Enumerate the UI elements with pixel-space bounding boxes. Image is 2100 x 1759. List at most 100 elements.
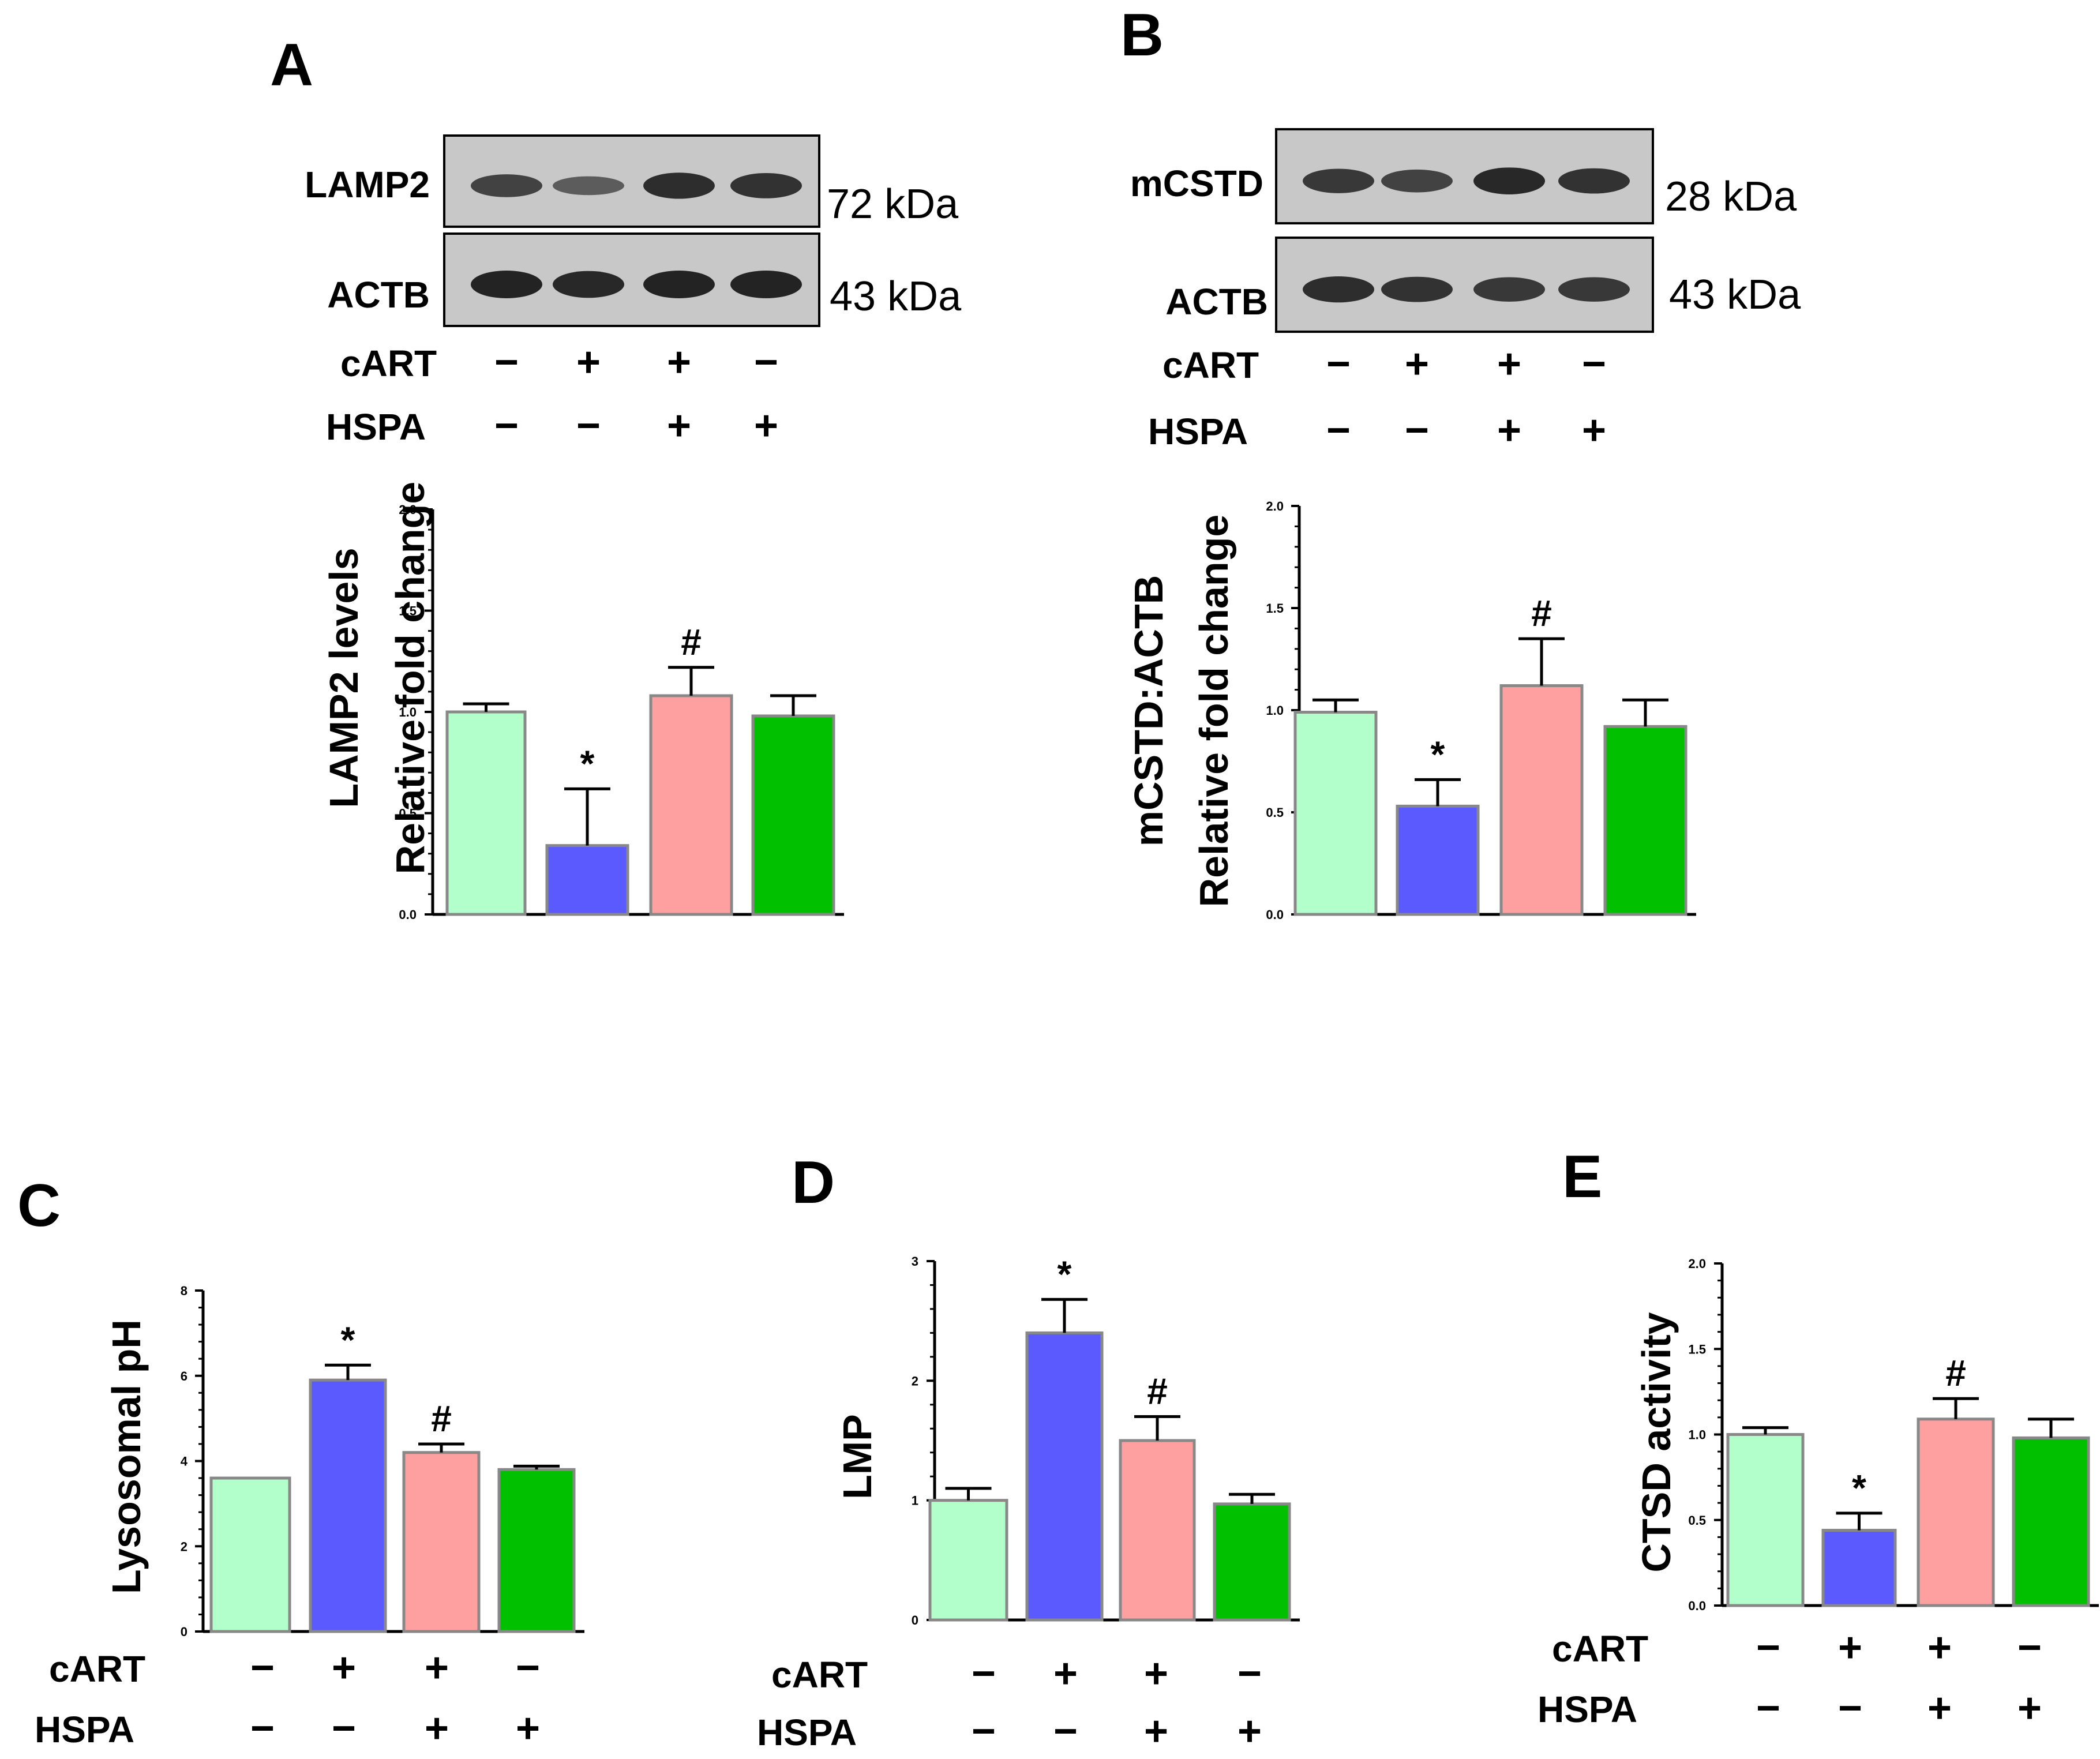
chart-d-ytick-label: 1 — [912, 1494, 918, 1508]
blot-a-hspa-sign-3: + — [667, 403, 691, 449]
chart-d-cart-label: cART — [771, 1654, 868, 1696]
chart-b-ytick-label: 1.0 — [1266, 703, 1284, 718]
chart-e: 0.0 0.5 1.0 1.5 2.0 CTSD activity * # — [1634, 1257, 2099, 1613]
blot-b-cart-sign-2: + — [1405, 341, 1429, 387]
chart-d-significance-2: * — [1058, 1253, 1072, 1295]
chart-d: 0 1 2 3 LMP * # — [835, 1253, 1300, 1627]
blot-a-cart-sign-2: + — [576, 339, 601, 385]
blot-b-top-kda-label: 28 kDa — [1665, 174, 1797, 220]
blot-b-top-band-2 — [1381, 169, 1453, 193]
chart-a-significance-3: # — [681, 621, 702, 663]
chart-c-cart-sign-4: − — [516, 1645, 540, 1691]
chart-b-ytick-label: 0.5 — [1266, 805, 1284, 820]
blot-b-treatment-rows: cART HSPA − − + − + + − + — [1148, 341, 1606, 453]
chart-c-ylabel-line-1: Lysosomal pH — [104, 1319, 149, 1594]
blot-a-top-band-3 — [643, 172, 715, 199]
chart-a-ylabel-line-2: Relative fold change — [388, 482, 433, 875]
chart-d-ylabel-line-1: LMP — [835, 1414, 880, 1499]
blot-b-top-protein-label: mCSTD — [1130, 163, 1263, 204]
chart-e-cart-sign-1: − — [1756, 1625, 1780, 1671]
chart-c-ytick-label: 8 — [181, 1284, 187, 1298]
chart-a-ytick-label: 1.5 — [399, 604, 417, 618]
chart-a-bar-1 — [445, 710, 527, 916]
chart-a-ytick-label: 2.0 — [399, 502, 417, 517]
blot-a-top-protein-label: LAMP2 — [305, 164, 430, 205]
chart-c-bar-1 — [209, 1476, 291, 1633]
chart-d-hspa-label: HSPA — [757, 1712, 857, 1753]
chart-e-cart-label: cART — [1552, 1628, 1648, 1670]
blot-a-cart-sign-3: + — [667, 339, 691, 385]
chart-e-ytick-label: 1.5 — [1688, 1342, 1706, 1356]
blot-a-bot: ACTB 43 kDa — [327, 232, 962, 327]
panel-letter-d: D — [792, 1149, 835, 1216]
chart-c-hspa-sign-2: − — [332, 1705, 356, 1752]
blot-b-cart-label: cART — [1162, 344, 1259, 386]
chart-c-cart-sign-1: − — [250, 1645, 275, 1691]
blot-a-bot-protein-label: ACTB — [327, 274, 430, 316]
chart-c-hspa-sign-1: − — [250, 1705, 275, 1752]
panel-letter-c: C — [17, 1172, 61, 1239]
chart-c-ytick-label: 2 — [181, 1539, 187, 1554]
blot-a-bot-band-4 — [730, 271, 802, 298]
blot-b-bot: ACTB 43 kDa — [1165, 237, 1801, 333]
chart-b-significance-2: * — [1431, 733, 1445, 775]
chart-c-hspa-sign-4: + — [516, 1705, 540, 1752]
blot-a-top: LAMP2 72 kDa — [305, 134, 959, 228]
chart-d-cart-sign-1: − — [972, 1651, 996, 1697]
chart-d-bar-3 — [1119, 1439, 1196, 1622]
chart-e-cart-sign-3: + — [1927, 1625, 1952, 1671]
chart-d-bar-4 — [1213, 1502, 1291, 1622]
blot-b-top-band-4 — [1558, 168, 1630, 194]
chart-e-significance-2: * — [1852, 1467, 1866, 1509]
blot-a-top-band-4 — [730, 173, 802, 198]
chart-c-ytick-label: 4 — [181, 1454, 188, 1469]
chart-e-ytick-label: 0.0 — [1688, 1599, 1706, 1613]
chart-a-ytick-label: 1.0 — [399, 705, 417, 719]
blot-b-bot-kda-label: 43 kDa — [1669, 272, 1801, 318]
blot-b-top: mCSTD 28 kDa — [1130, 128, 1797, 224]
blot-a-top-band-1 — [471, 174, 542, 197]
chart-b-bar-1 — [1293, 711, 1378, 916]
blot-b-hspa-label: HSPA — [1148, 411, 1248, 452]
chart-c-hspa-sign-3: + — [425, 1705, 449, 1752]
blot-a-cart-label: cART — [340, 343, 437, 384]
chart-d-ytick-label: 0 — [912, 1613, 918, 1627]
blot-b-hspa-sign-4: + — [1582, 407, 1606, 453]
chart-a-significance-2: * — [580, 742, 595, 784]
chart-c-cart-sign-3: + — [425, 1645, 449, 1691]
chart-c-cart-label: cART — [49, 1648, 145, 1690]
chart-e-ytick-label: 2.0 — [1688, 1257, 1706, 1271]
chart-e-significance-3: # — [1945, 1352, 1966, 1394]
blot-b-cart-sign-4: − — [1582, 341, 1606, 387]
blot-a-top-band-2 — [553, 176, 624, 196]
chart-c-significance-3: # — [431, 1398, 452, 1439]
chart-b-bar-4 — [1603, 725, 1687, 916]
blot-a-treatment-rows: cART HSPA − − + − + + − + — [326, 339, 778, 449]
chart-b-bar-3 — [1499, 684, 1584, 916]
chart-d-cart-sign-4: − — [1238, 1651, 1262, 1697]
blot-b-bot-protein-label: ACTB — [1165, 281, 1268, 322]
chart-c-bar-3 — [402, 1451, 481, 1633]
chart-b-ytick-label: 0.0 — [1266, 907, 1284, 922]
blot-a-bot-band-1 — [471, 271, 542, 298]
blot-a-hspa-sign-1: − — [494, 403, 519, 449]
chart-d-significance-3: # — [1147, 1371, 1168, 1412]
chart-e-cart-sign-4: − — [2017, 1625, 2042, 1671]
chart-d-bar-2 — [1025, 1331, 1104, 1622]
chart-e-ylabel-line-1: CTSD activity — [1634, 1312, 1679, 1572]
chart-c-bar-2 — [309, 1378, 387, 1633]
chart-a-ytick-label: 0.0 — [399, 907, 417, 922]
chart-e-hspa-sign-3: + — [1927, 1685, 1952, 1731]
blot-a-bot-kda-label: 43 kDa — [830, 273, 962, 320]
chart-b-ylabel-line-1: mCSTD:ACTB — [1126, 575, 1171, 847]
blot-b-bot-band-4 — [1558, 277, 1630, 302]
chart-d-cart-sign-2: + — [1053, 1651, 1078, 1697]
blot-a-bot-band-2 — [553, 271, 624, 298]
chart-c-cart-sign-2: + — [332, 1645, 356, 1691]
chart-b-ylabel-line-2: Relative fold change — [1191, 515, 1236, 907]
blot-b-cart-sign-1: − — [1326, 341, 1351, 387]
blot-b-hspa-sign-3: + — [1497, 407, 1521, 453]
blot-a-cart-sign-4: − — [754, 339, 778, 385]
blot-a-hspa-label: HSPA — [326, 406, 426, 448]
